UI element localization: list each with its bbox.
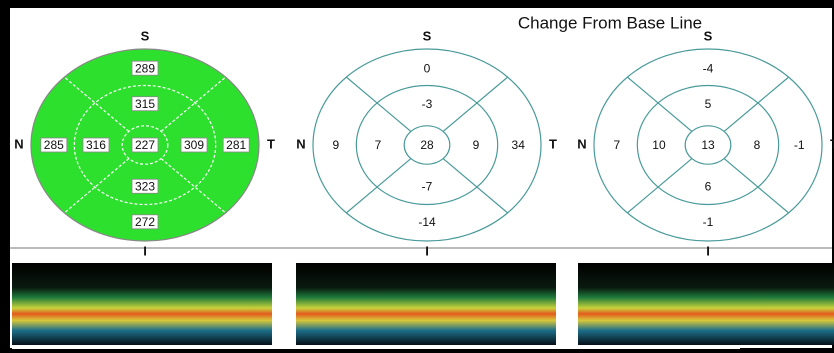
thickness-value: 9 [473,138,480,152]
thickness-value: 13 [701,138,715,152]
thickness-value: -3 [422,97,433,111]
orientation-label: T [267,136,275,151]
oct-scan [296,263,556,345]
orientation-label: N [296,136,305,151]
orientation-label: I [706,243,710,258]
oct-scan [12,263,272,345]
orientation-label: I [425,243,429,258]
thickness-value: -7 [422,179,433,193]
thickness-value: 227 [135,138,155,152]
thickness-value: -1 [794,138,805,152]
orientation-label: S [423,28,432,43]
thickness-value: 285 [44,138,64,152]
thickness-value: 9 [332,138,339,152]
thickness-value: -1 [703,215,714,229]
thickness-value: 28 [420,138,434,152]
thickness-value: 7 [375,138,382,152]
orientation-label: S [141,28,150,43]
thickness-value: 309 [184,138,204,152]
thickness-value: 272 [135,215,155,229]
thickness-value: 0 [424,61,431,75]
orientation-label: I [143,243,147,258]
thickness-value: 281 [226,138,246,152]
orientation-label: N [577,136,586,151]
thickness-value: 10 [652,138,666,152]
thickness-value: 316 [86,138,106,152]
oct-scan [578,263,834,345]
thickness-value: -14 [418,215,436,229]
thickness-value: 34 [512,138,526,152]
orientation-label: T [830,136,834,151]
thickness-value: 315 [135,97,155,111]
orientation-label: T [549,136,557,151]
oct-report: Change From Base Line SINT28931522732327… [0,0,834,353]
orientation-label: N [14,136,23,151]
thickness-value: 289 [135,61,155,75]
thickness-value: 6 [705,179,712,193]
orientation-label: S [704,28,713,43]
thickness-value: 7 [613,138,620,152]
thickness-value: 8 [754,138,761,152]
thickness-value: -4 [703,61,714,75]
thickness-value: 5 [705,97,712,111]
thickness-value: 323 [135,179,155,193]
title: Change From Base Line [518,13,702,32]
